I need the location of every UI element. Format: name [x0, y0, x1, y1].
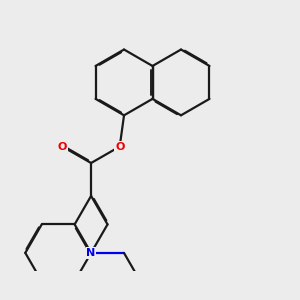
Text: O: O	[115, 142, 124, 152]
Text: O: O	[58, 142, 67, 152]
Text: N: N	[86, 248, 96, 258]
